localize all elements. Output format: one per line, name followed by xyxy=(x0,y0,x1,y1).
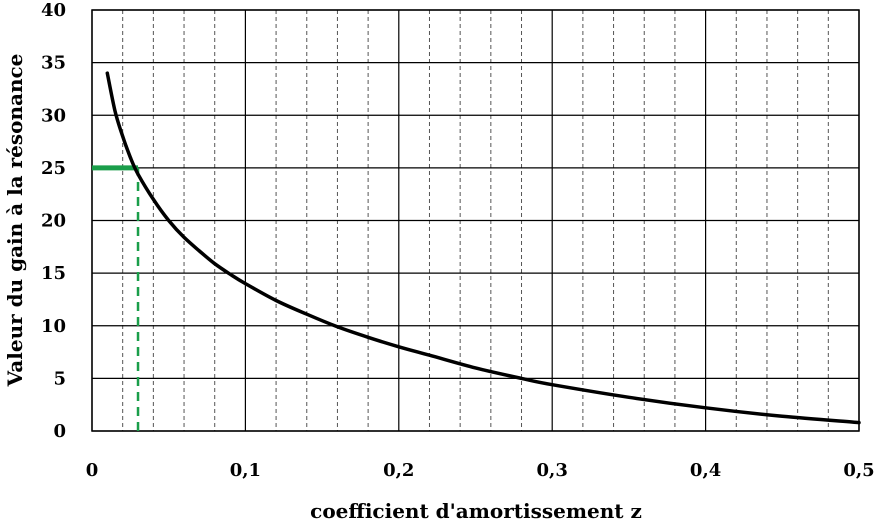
y-tick-label: 30 xyxy=(41,105,66,126)
annotations xyxy=(92,165,140,431)
y-tick-label: 0 xyxy=(53,421,66,442)
x-tick-label: 0,2 xyxy=(383,460,414,481)
y-tick-label: 35 xyxy=(41,53,66,74)
x-tick-label: 0,1 xyxy=(230,460,261,481)
x-tick-label: 0,4 xyxy=(690,460,721,481)
y-tick-labels: 0 5 10 15 20 25 30 35 40 xyxy=(41,0,66,442)
x-axis-title: coefficient d'amortissement z xyxy=(310,499,642,523)
series-layer xyxy=(105,71,861,425)
y-tick-label: 10 xyxy=(41,316,66,337)
y-tick-label: 40 xyxy=(41,0,66,21)
x-tick-label: 0,5 xyxy=(843,460,874,481)
y-tick-label: 20 xyxy=(41,211,66,232)
series-line xyxy=(105,71,861,425)
y-tick-label: 25 xyxy=(41,158,66,179)
y-tick-label: 5 xyxy=(53,368,66,389)
y-tick-label: 15 xyxy=(41,263,66,284)
x-tick-label: 0 xyxy=(86,460,99,481)
x-tick-label: 0,3 xyxy=(537,460,568,481)
x-tick-labels: 0 0,1 0,2 0,3 0,4 0,5 xyxy=(86,460,875,481)
y-axis-title: Valeur du gain à la résonance xyxy=(3,54,27,388)
plot-border xyxy=(91,9,860,432)
